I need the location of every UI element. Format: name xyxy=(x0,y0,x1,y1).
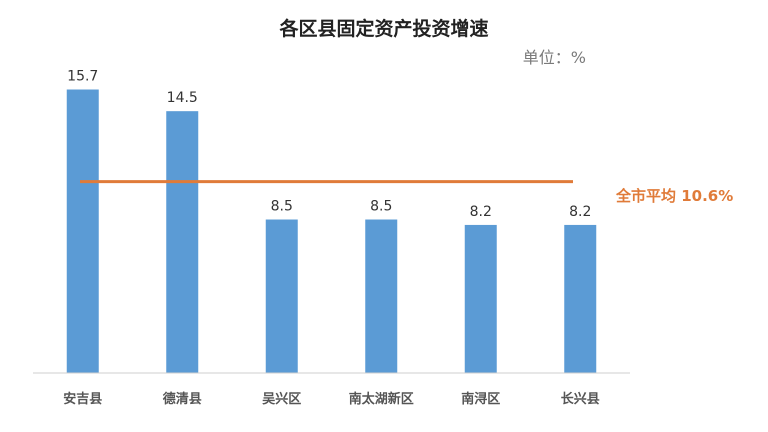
category-labels-group: 安吉县 德清县 吴兴区 南太湖新区 南浔区 长兴县 xyxy=(63,391,600,407)
value-label-5: 8.2 xyxy=(470,204,492,220)
chart-title: 各区县固定资产投资增速 xyxy=(279,18,489,40)
value-label-4: 8.5 xyxy=(370,199,392,215)
category-label-5: 南浔区 xyxy=(461,391,500,407)
category-label-6: 长兴县 xyxy=(561,391,600,407)
value-label-6: 8.2 xyxy=(569,204,591,220)
bars-group xyxy=(66,89,597,374)
category-label-3: 吴兴区 xyxy=(262,391,301,407)
bar-6 xyxy=(564,224,597,373)
value-labels-group: 15.7 14.5 8.5 8.5 8.2 8.2 xyxy=(67,69,591,220)
value-label-1: 15.7 xyxy=(67,69,98,85)
value-label-3: 8.5 xyxy=(271,199,293,215)
bar-3 xyxy=(265,219,298,373)
category-label-1: 安吉县 xyxy=(63,391,102,407)
bar-1 xyxy=(66,89,99,373)
value-label-2: 14.5 xyxy=(167,90,198,106)
bar-2 xyxy=(166,111,199,374)
average-line-label: 全市平均 10.6% xyxy=(616,187,734,205)
unit-label: 单位：% xyxy=(522,48,586,67)
bar-4 xyxy=(365,219,398,373)
bar-5 xyxy=(464,224,497,373)
category-label-4: 南太湖新区 xyxy=(349,391,414,407)
category-label-2: 德清县 xyxy=(163,391,202,407)
